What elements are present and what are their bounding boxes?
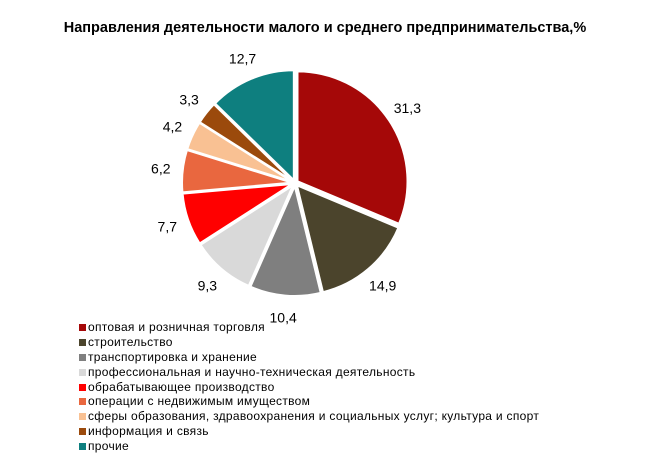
data-label: 10,4	[270, 309, 297, 325]
legend-item: оптовая и розничная торговля	[79, 320, 539, 335]
legend-item: профессиональная и научно-техническая де…	[79, 365, 539, 380]
chart-title: Направления деятельности малого и средне…	[63, 20, 587, 36]
data-label: 14,9	[369, 278, 396, 294]
legend-swatch	[79, 413, 86, 421]
pie-slice	[249, 182, 322, 297]
data-label: 31,3	[394, 100, 421, 116]
legend-swatch	[79, 353, 86, 361]
pie-slice	[199, 182, 296, 288]
legend-label: профессиональная и научно-техническая де…	[88, 364, 416, 379]
legend-item: транспортировка и хранение	[79, 350, 539, 365]
data-label: 9,3	[198, 278, 218, 294]
legend-swatch	[79, 368, 86, 376]
data-label: 6,2	[151, 161, 171, 177]
legend-label: транспортировка и хранение	[88, 349, 257, 364]
pie-slice	[213, 69, 295, 183]
pie-slice	[198, 102, 294, 182]
legend-swatch	[79, 323, 86, 331]
data-label: 4,2	[163, 118, 183, 134]
legend-label: операции с недвижимым имуществом	[88, 394, 311, 409]
pie-slice	[296, 70, 409, 226]
legend-item: обрабатывающее производство	[79, 380, 539, 395]
legend-swatch	[79, 338, 86, 346]
legend-label: информация и связь	[88, 424, 209, 439]
legend-label: сферы образования, здравоохранения и соц…	[88, 409, 540, 424]
legend: оптовая и розничная торговля строительств…	[79, 320, 539, 454]
data-label: 3,3	[179, 91, 199, 107]
legend-item: операции с недвижимым имуществом	[79, 394, 539, 409]
pie-slice	[295, 183, 400, 294]
legend-swatch	[79, 428, 86, 436]
legend-item: прочие	[79, 439, 539, 454]
legend-label: прочие	[88, 439, 130, 454]
data-label: 7,7	[158, 219, 178, 235]
legend-swatch	[79, 443, 86, 451]
data-label: 12,7	[229, 51, 256, 67]
legend-item: сферы образования, здравоохранения и соц…	[79, 409, 539, 424]
legend-label: оптовая и розничная торговля	[88, 320, 265, 334]
legend-item: информация и связь	[79, 424, 539, 439]
legend-swatch	[79, 398, 86, 406]
pie-slice	[181, 182, 293, 245]
legend-item: строительство	[79, 335, 539, 350]
legend-swatch	[79, 383, 86, 391]
legend-label: строительство	[88, 334, 173, 349]
legend-label: обрабатывающее производство	[88, 379, 275, 394]
